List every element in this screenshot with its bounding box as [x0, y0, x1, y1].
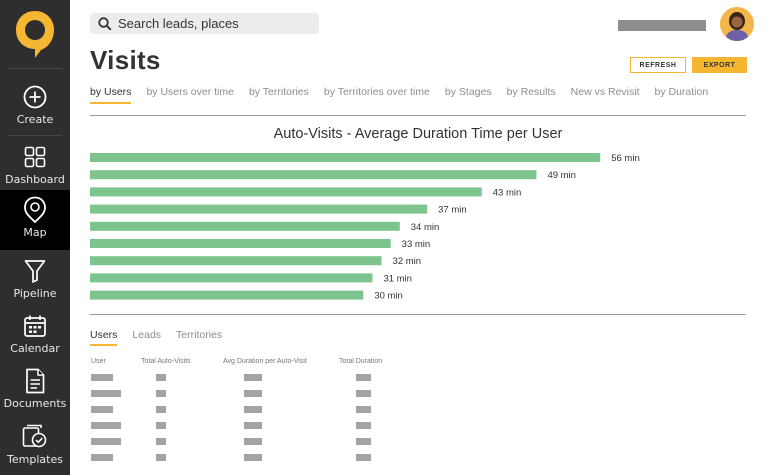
- bar-6[interactable]: [90, 256, 382, 266]
- tab-by-users[interactable]: by Users: [90, 86, 132, 104]
- subtab-leads[interactable]: Leads: [132, 329, 162, 341]
- subtab-territories[interactable]: Territories: [176, 329, 223, 341]
- tab-by-territories-over-time[interactable]: by Territories over time: [323, 86, 430, 98]
- cell-total-auto-visits: [156, 406, 166, 413]
- section-divider: [90, 314, 746, 315]
- column-header-user[interactable]: User: [91, 358, 106, 365]
- cell-avg-duration: [244, 454, 262, 461]
- bar-value-label-3: 37 min: [438, 205, 467, 216]
- cell-user: [91, 438, 121, 445]
- cell-total-duration: [356, 406, 371, 413]
- report-tabs: by Users by Users over time by Territori…: [90, 86, 723, 104]
- tab-by-territories[interactable]: by Territories: [248, 86, 309, 98]
- cell-total-duration: [356, 438, 371, 445]
- bar-8[interactable]: [90, 290, 364, 300]
- nav-item-dashboard[interactable]: Dashboard: [0, 140, 70, 196]
- plus-circle-icon: [22, 84, 48, 110]
- table-tabs: Users Leads Territories: [90, 329, 237, 346]
- bar-3[interactable]: [90, 204, 428, 214]
- cell-total-duration: [356, 454, 371, 461]
- bar-7[interactable]: [90, 273, 373, 283]
- nav-label-calendar: Calendar: [10, 342, 60, 355]
- bar-2[interactable]: [90, 187, 482, 197]
- bar-4[interactable]: [90, 221, 400, 231]
- bar-value-label-0: 56 min: [611, 153, 640, 164]
- duration-bar-chart: 56 min 49 min 43 min 37 min 34 min 33 min 32 m…: [90, 153, 640, 302]
- nav-item-calendar[interactable]: Calendar: [0, 309, 70, 365]
- column-header-total-duration[interactable]: Total Duration: [339, 358, 383, 365]
- tab-by-results[interactable]: by Results: [506, 86, 556, 98]
- cell-user: [91, 454, 113, 461]
- nav-label-create: Create: [16, 113, 54, 126]
- chart-title: Auto-Visits - Average Duration Time per …: [273, 126, 563, 142]
- map-pin-icon: [22, 196, 48, 224]
- bar-0[interactable]: [90, 153, 601, 162]
- nav-separator: [8, 68, 62, 69]
- bar-value-label-5: 33 min: [402, 239, 431, 250]
- bar-value-label-7: 31 min: [383, 273, 412, 284]
- app-logo[interactable]: [0, 0, 70, 68]
- search-bar[interactable]: [90, 13, 319, 34]
- nav-label-documents: Documents: [3, 397, 67, 410]
- cell-total-auto-visits: [156, 390, 166, 397]
- nav-label-pipeline: Pipeline: [13, 287, 57, 300]
- sidebar: Create Dashboard Map Pipeline Calendar D…: [0, 0, 70, 475]
- bar-5[interactable]: [90, 239, 391, 248]
- refresh-button[interactable]: REFRESH: [630, 57, 686, 73]
- cell-total-auto-visits: [156, 438, 166, 445]
- templates-icon: [22, 424, 48, 450]
- tab-new-vs-revisit[interactable]: New vs Revisit: [570, 86, 640, 98]
- nav-label-map: Map: [23, 226, 47, 239]
- bar-1[interactable]: [90, 170, 537, 180]
- subtab-users[interactable]: Users: [90, 329, 118, 346]
- map-pin-logo-icon: [16, 11, 54, 58]
- cell-avg-duration: [244, 390, 262, 397]
- column-header-total-auto-visits[interactable]: Total Auto-Visits: [141, 358, 191, 365]
- cell-avg-duration: [244, 422, 262, 429]
- cell-total-duration: [356, 422, 371, 429]
- bar-value-label-8: 30 min: [374, 291, 403, 302]
- bar-value-label-6: 32 min: [393, 256, 422, 267]
- tab-by-duration[interactable]: by Duration: [654, 86, 709, 98]
- cell-avg-duration: [244, 438, 262, 445]
- nav-item-map[interactable]: Map: [0, 190, 70, 250]
- nav-separator: [8, 135, 62, 136]
- cell-user: [91, 374, 113, 381]
- nav-item-templates[interactable]: Templates: [0, 420, 70, 475]
- bar-value-label-1: 49 min: [547, 170, 576, 181]
- export-button[interactable]: EXPORT: [692, 57, 747, 73]
- cell-total-auto-visits: [156, 422, 166, 429]
- nav-label-templates: Templates: [7, 453, 63, 466]
- search-input[interactable]: [118, 16, 308, 31]
- cell-total-duration: [356, 390, 371, 397]
- avatar[interactable]: [720, 7, 754, 41]
- nav-item-create[interactable]: Create: [0, 80, 70, 136]
- tab-by-users-over-time[interactable]: by Users over time: [146, 86, 234, 98]
- search-icon: [98, 16, 112, 31]
- cell-total-auto-visits: [156, 374, 166, 381]
- column-header-avg-duration[interactable]: Avg Duration per Auto-Visit: [223, 358, 307, 365]
- cell-total-duration: [356, 374, 371, 381]
- cell-total-auto-visits: [156, 454, 166, 461]
- bar-value-label-4: 34 min: [411, 222, 440, 233]
- tab-by-stages[interactable]: by Stages: [444, 86, 492, 98]
- funnel-icon: [22, 258, 48, 284]
- document-icon: [22, 368, 48, 394]
- nav-item-documents[interactable]: Documents: [0, 364, 70, 420]
- cell-user: [91, 422, 121, 429]
- nav-item-pipeline[interactable]: Pipeline: [0, 254, 70, 310]
- calendar-icon: [22, 313, 48, 339]
- cell-user: [91, 390, 121, 397]
- bar-value-label-2: 43 min: [493, 187, 522, 198]
- nav-label-dashboard: Dashboard: [5, 173, 65, 186]
- cell-user: [91, 406, 113, 413]
- user-name-redacted: [618, 20, 706, 31]
- section-divider: [90, 115, 746, 116]
- cell-avg-duration: [244, 406, 262, 413]
- grid-icon: [22, 144, 48, 170]
- page-title: Visits: [90, 45, 161, 75]
- cell-avg-duration: [244, 374, 262, 381]
